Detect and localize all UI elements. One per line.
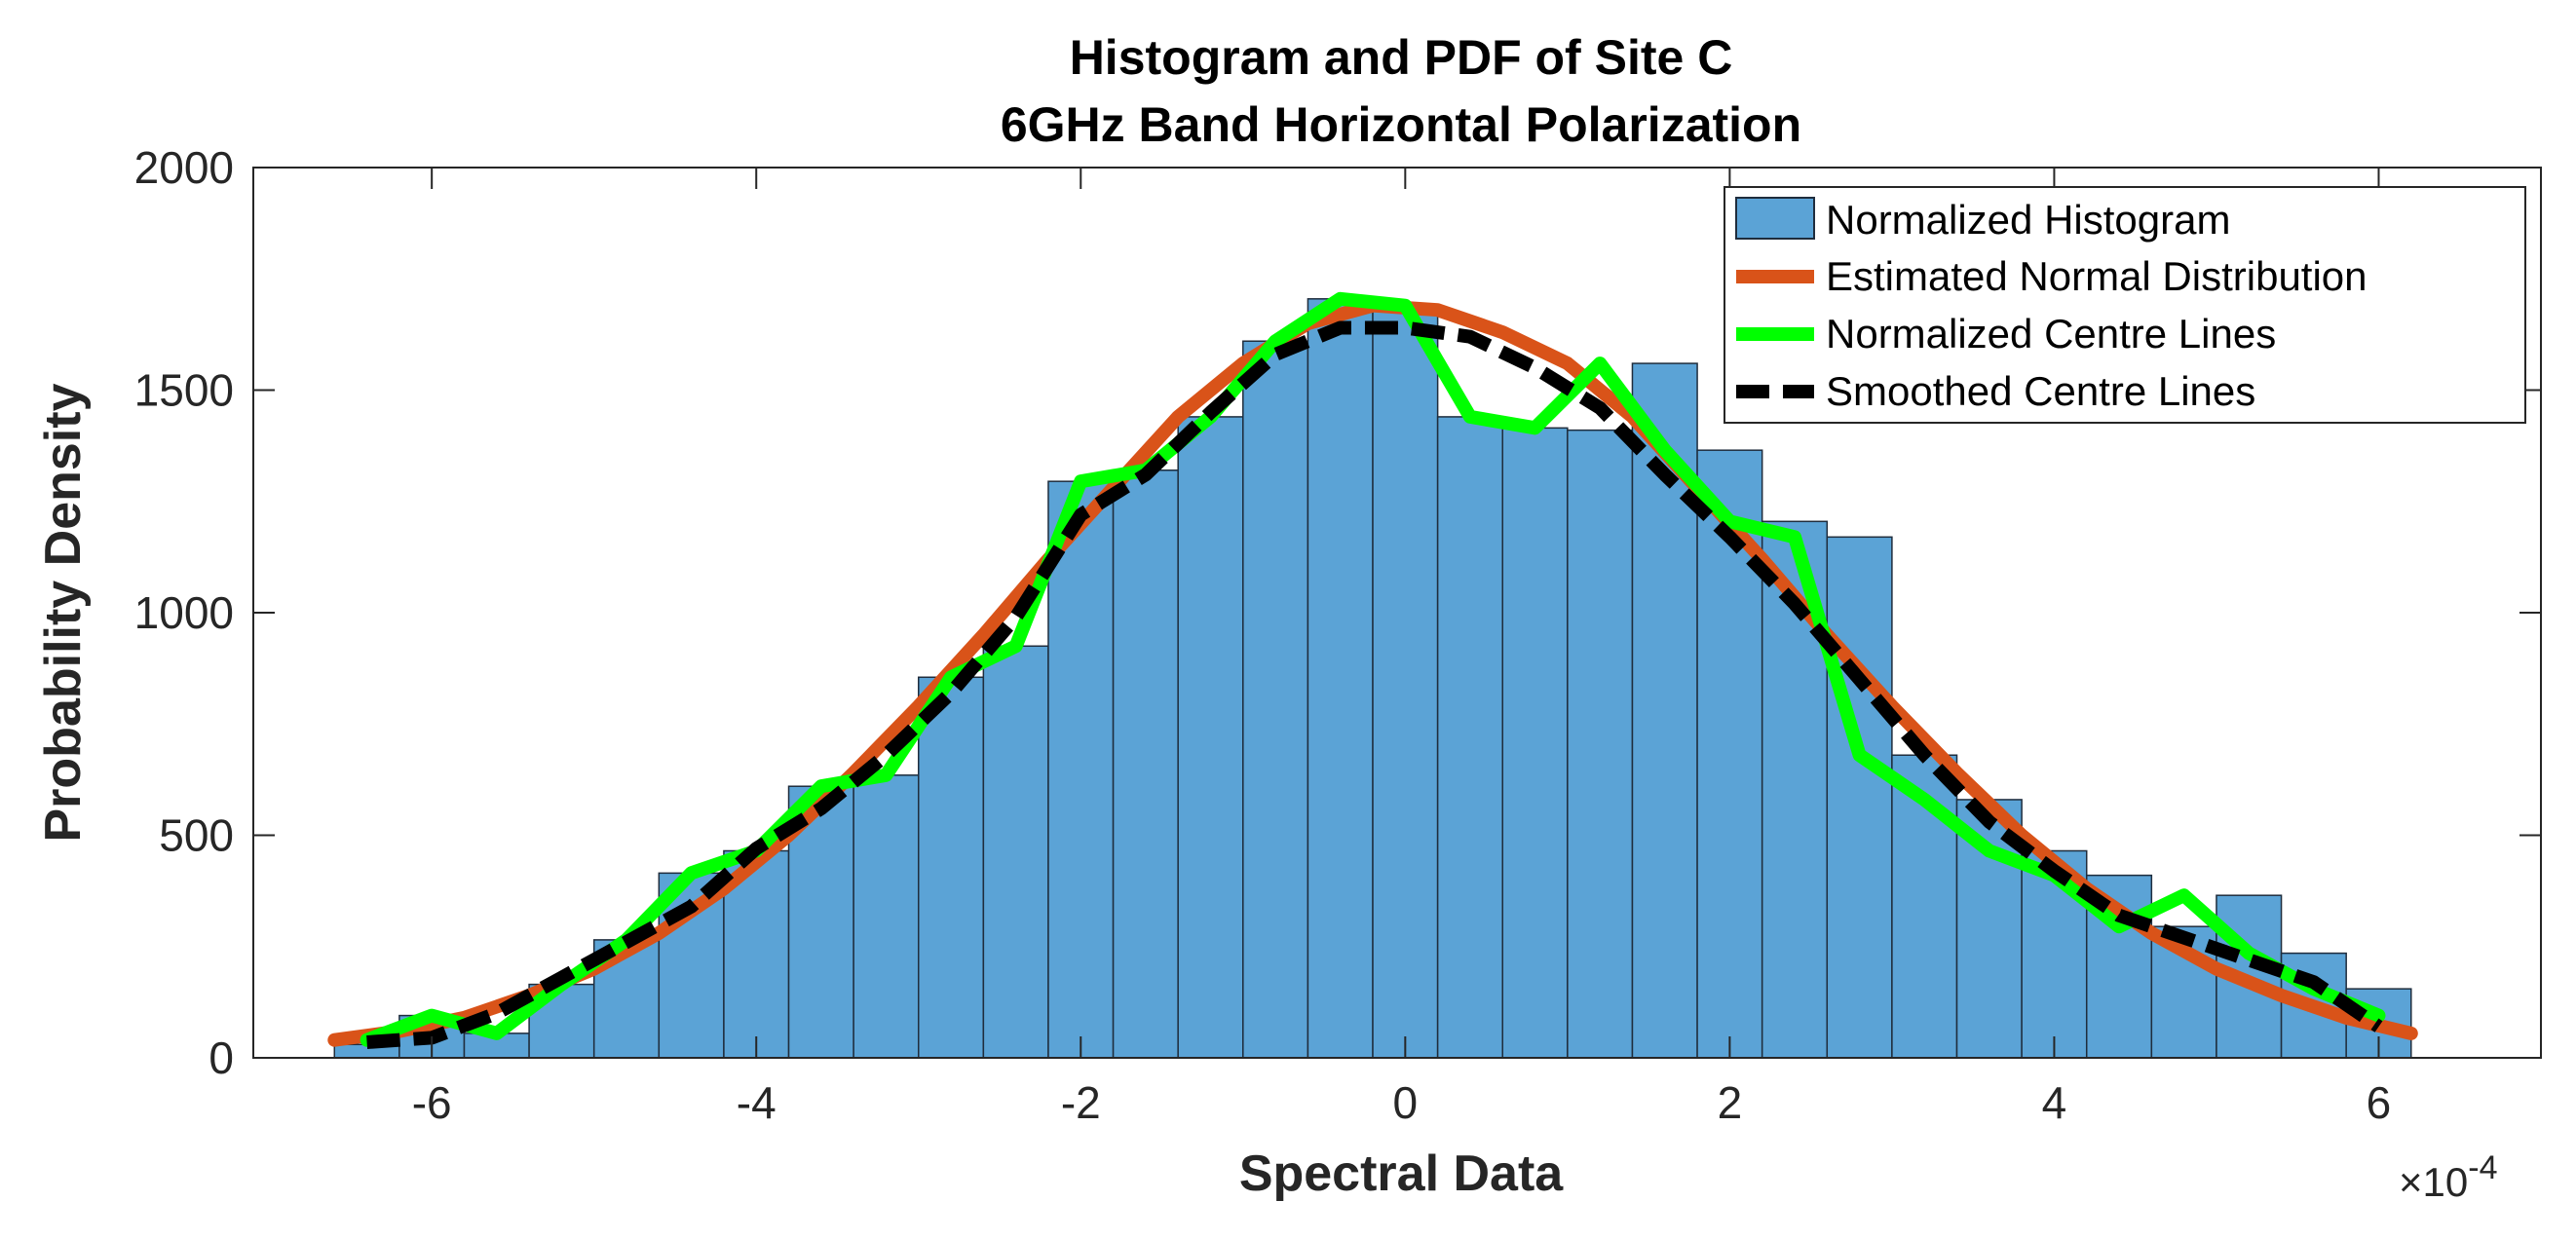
legend-label-histogram: Normalized Histogram: [1826, 197, 2230, 243]
x-exponent-label: ×10-4: [2399, 1149, 2497, 1205]
x-axis-label: Spectral Data: [1239, 1145, 1564, 1202]
histogram-bar: [1501, 427, 1569, 1059]
histogram-bar: [1436, 416, 1503, 1059]
y-tick-label: 1000: [134, 587, 234, 638]
y-tick-label: 0: [208, 1032, 234, 1083]
histogram-bar: [1826, 536, 1893, 1059]
x-tick-label: 4: [2042, 1077, 2067, 1128]
x-exponent-base: ×10: [2399, 1159, 2468, 1205]
series-lines: [327, 291, 2418, 1049]
histogram-bar: [852, 774, 920, 1059]
y-tick-label: 1500: [134, 365, 234, 416]
x-tick-label: -6: [412, 1077, 452, 1128]
y-axis-label: Probability Density: [35, 383, 92, 842]
chart-subtitle: 6GHz Band Horizontal Polarization: [1001, 97, 1801, 152]
histogram-bar: [1242, 340, 1309, 1059]
histogram-bar: [982, 645, 1049, 1059]
legend-label-centre: Normalized Centre Lines: [1826, 311, 2276, 357]
legend-swatch-histogram: [1735, 197, 1815, 240]
x-tick-label: 2: [1718, 1077, 1743, 1128]
x-tick-label: -2: [1061, 1077, 1101, 1128]
y-tick-label: 2000: [134, 142, 234, 193]
histogram-bar: [918, 676, 985, 1059]
histogram-bar: [1307, 298, 1374, 1059]
histogram-bar: [1112, 469, 1179, 1059]
legend-label-smoothed: Smoothed Centre Lines: [1826, 368, 2255, 414]
histogram-bar: [1177, 416, 1244, 1059]
x-tick-label: -4: [737, 1077, 777, 1128]
histogram-bar: [1567, 429, 1634, 1059]
legend-label-normal: Estimated Normal Distribution: [1826, 253, 2368, 299]
y-tick-label: 500: [159, 810, 234, 861]
histogram-bar: [1047, 480, 1115, 1059]
x-tick-label: 0: [1393, 1077, 1419, 1128]
x-tick-label: 6: [2367, 1077, 2392, 1128]
histogram-bar: [1372, 304, 1439, 1059]
series-line-smoothed-centre-lines: [366, 320, 2383, 1049]
legend: Normalized Histogram Estimated Normal Di…: [1724, 186, 2526, 424]
x-exponent-power: -4: [2468, 1149, 2497, 1186]
axis-ticks: -6 -4 -2 0 2 4 6 0 500 1000 1500 2000: [134, 142, 2541, 1128]
chart-title: Histogram and PDF of Site C: [1070, 30, 1733, 85]
legend-box: [1724, 186, 2526, 424]
